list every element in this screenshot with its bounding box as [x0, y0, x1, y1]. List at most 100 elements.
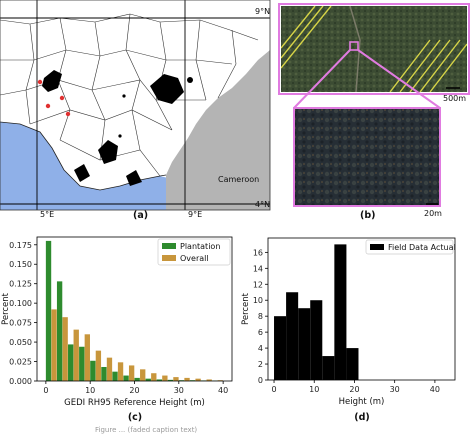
c-xtick-label-2: 20: [129, 386, 139, 395]
d-ytick-label-7: 14: [253, 264, 263, 273]
d-ytick-label-8: 16: [253, 248, 263, 257]
d-ytick-label-5: 10: [253, 296, 263, 305]
bar-plantation-5: [101, 366, 107, 381]
map-coastline: [0, 121, 167, 191]
bar-overall-3: [84, 334, 90, 381]
legend-label-overall: Overall: [180, 254, 209, 263]
panel-label-a: (a): [133, 210, 148, 221]
bar-overall-8: [140, 369, 146, 381]
bar-plantation-0: [45, 240, 52, 381]
legend-label-plantation: Plantation: [180, 242, 220, 251]
scalebar-bottom-label: 20m: [424, 209, 442, 218]
country-label: Cameroon: [218, 175, 259, 184]
c-ytick-label-1: 0.025: [9, 358, 32, 367]
satellite-road: [349, 6, 361, 92]
canopy-closeup-image: [293, 107, 441, 207]
c-ytick-label-6: 0.150: [9, 260, 32, 269]
bar-overall-13: [195, 378, 201, 381]
bar-overall-1: [62, 317, 68, 381]
c-xtick-label-4: 40: [218, 386, 228, 395]
c-ytick-label-5: 0.125: [9, 280, 32, 289]
map-gridlines: [0, 0, 270, 210]
scalebar-top-label: 500m: [443, 94, 466, 103]
lat-label-4n: 4°N: [255, 200, 270, 209]
bar-plantation-1: [56, 281, 63, 381]
legend-swatch-plantation: [162, 243, 176, 249]
bar-plantation-4: [90, 360, 96, 381]
map-neighbor-land: [166, 50, 270, 210]
chart-d-ylabel: Percent: [241, 292, 251, 325]
zoom-box: [349, 41, 359, 51]
map-plantation-clusters: [42, 70, 193, 186]
bar-field-5: [334, 244, 347, 380]
map-admin-boundaries: [0, 13, 259, 177]
bar-plantation-3: [79, 346, 85, 381]
map-panel-a: [0, 0, 270, 210]
c-xtick-label-3: 30: [174, 386, 184, 395]
bar-plantation-2: [68, 344, 74, 381]
d-ytick-label-2: 4: [258, 344, 263, 353]
lon-label-9e: 9°E: [188, 210, 202, 219]
chart-d-xlabel: Height (m): [339, 397, 385, 407]
bar-plantation-11: [167, 379, 174, 381]
c-ytick-label-4: 0.100: [9, 299, 32, 308]
bar-field-4: [322, 356, 335, 380]
bar-overall-11: [173, 377, 179, 381]
satellite-panel-b: 500m 20m (b): [278, 3, 470, 221]
c-xtick-label-0: 0: [43, 386, 48, 395]
figure-caption: Figure ... (faded caption text): [95, 426, 198, 434]
bar-overall-10: [162, 375, 168, 381]
chart-d-axes-frame: [267, 237, 456, 381]
bar-plantation-8: [134, 377, 140, 381]
bar-field-6: [346, 348, 359, 380]
d-xtick-label-0: 0: [271, 385, 276, 394]
bar-plantation-10: [156, 379, 162, 381]
chart-d-field-histogram: 0 10 20 30 40 0 2 4 6 8 10 12 14 16 Height (m) Percen…: [241, 237, 456, 423]
bar-overall-7: [128, 365, 135, 381]
bar-overall-2: [73, 329, 79, 381]
chart-d-legend: Field Data Actual: [365, 239, 456, 255]
lon-label-5e: 5°E: [40, 210, 54, 219]
lat-label-9n: 9°N: [255, 7, 270, 16]
bar-overall-14: [206, 379, 212, 381]
panel-label-b: (b): [360, 210, 375, 221]
legend-swatch-field-data: [370, 244, 384, 250]
bar-overall-6: [117, 362, 124, 381]
map-field-sites: [37, 79, 71, 117]
map-ocean: [0, 122, 170, 210]
d-xtick-label-3: 30: [390, 385, 400, 394]
d-ytick-label-0: 0: [258, 376, 263, 385]
c-ytick-label-2: 0.050: [9, 338, 32, 347]
chart-c-ylabel: Percent: [1, 292, 11, 325]
d-ytick-label-1: 2: [258, 360, 263, 369]
bar-field-1: [286, 292, 299, 380]
c-xtick-label-1: 10: [85, 386, 95, 395]
bar-plantation-7: [123, 375, 129, 381]
d-ytick-label-4: 8: [258, 312, 263, 321]
zoom-line-left: [293, 49, 351, 109]
bar-field-3: [310, 300, 323, 380]
panel-label-d: (d): [354, 412, 369, 423]
bar-field-2: [298, 308, 311, 380]
zoom-line-right: [357, 49, 441, 109]
map-frame: [0, 0, 271, 211]
d-xtick-label-4: 40: [430, 385, 440, 394]
chart-c-xlabel: GEDI RH95 Reference Height (m): [64, 398, 205, 408]
bar-overall-4: [95, 350, 102, 381]
bar-overall-0: [51, 309, 57, 381]
bar-plantation-6: [112, 371, 118, 381]
d-xtick-label-2: 20: [349, 385, 359, 394]
d-ytick-label-6: 12: [253, 280, 263, 289]
d-ytick-label-3: 6: [258, 328, 263, 337]
plantation-rows: [281, 6, 467, 92]
c-ytick-label-3: 0.075: [9, 319, 32, 328]
panel-label-c: (c): [128, 412, 142, 423]
legend-swatch-overall: [162, 255, 176, 261]
chart-d-legend-box: [365, 239, 454, 255]
d-xtick-label-1: 10: [309, 385, 319, 394]
bar-plantation-9: [145, 378, 151, 381]
bar-overall-9: [151, 373, 157, 381]
chart-c-legend: Plantation Overall: [157, 238, 231, 266]
bar-field-0: [274, 316, 287, 380]
